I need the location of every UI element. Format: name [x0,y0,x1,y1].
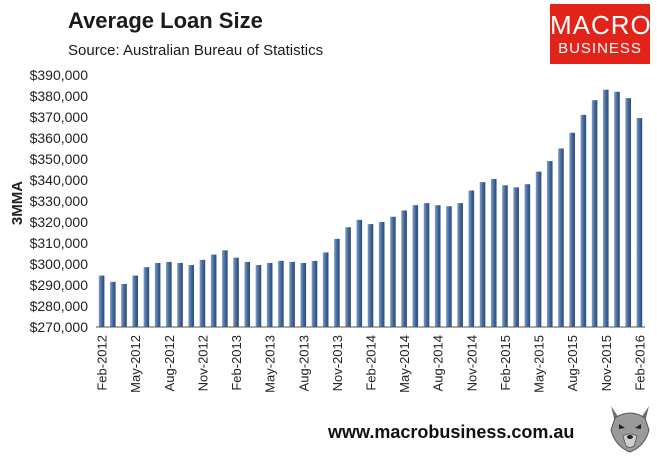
y-tick-label: $340,000 [30,172,89,188]
x-tick-label: Feb-2012 [95,335,110,391]
bar-Dec-2014 [479,182,486,327]
y-tick-label: $330,000 [30,193,89,209]
y-tick-label: $300,000 [30,256,89,272]
x-tick-label: May-2013 [263,335,278,393]
x-tick-label: Feb-2016 [632,335,647,391]
bar-May-2014 [401,210,407,327]
bar-Jan-2014 [356,219,363,327]
x-tick-label: May-2015 [532,335,547,393]
bar-Apr-2013 [255,265,262,327]
y-tick-label: $290,000 [30,277,89,293]
bar-Apr-2012 [121,283,127,327]
x-axis: Feb-2012 May-2012 Aug-2012 Nov-2012 Feb-2013… [95,335,648,393]
bar-Apr-2015 [524,184,531,327]
bar-Dec-2015 [614,91,620,327]
macrobusiness-logo: MACRO BUSINESS [550,4,652,64]
x-tick-label: May-2012 [128,335,143,393]
bar-Mar-2012 [110,281,116,327]
chart-title: Average Loan Size [68,8,263,33]
bar-Sep-2012 [177,262,183,327]
bar-May-2013 [266,262,273,327]
bar-Mar-2014 [378,222,385,327]
x-tick-label: Nov-2013 [330,335,345,391]
bar-Nov-2012 [199,259,206,327]
x-tick-label: Nov-2014 [464,335,479,391]
wolf-mascot-icon [610,406,650,453]
x-tick-label: Aug-2013 [296,335,311,391]
bar-Jun-2014 [412,205,419,327]
bar-Oct-2015 [591,100,598,327]
bar-Feb-2013 [233,257,239,327]
x-tick-label: Aug-2014 [431,335,446,391]
bar-Jan-2013 [222,250,228,327]
bar-May-2012 [132,275,139,327]
bar-Jun-2013 [278,260,284,327]
bar-Jul-2014 [423,203,430,327]
bar-Dec-2013 [345,227,351,327]
footer-url[interactable]: www.macrobusiness.com.au [328,422,575,442]
bar-Aug-2014 [434,205,441,327]
bar-Oct-2013 [322,252,329,327]
x-tick-label: Feb-2014 [364,335,379,391]
logo-line-2: BUSINESS [558,40,642,57]
bar-Jul-2015 [558,148,564,327]
x-tick-label: Feb-2015 [498,335,513,391]
y-tick-label: $380,000 [30,88,89,104]
bar-Oct-2014 [457,203,463,327]
bars [98,89,643,328]
bar-Sep-2013 [311,260,318,327]
bar-Jan-2016 [625,98,631,327]
bar-Sep-2014 [446,206,452,327]
bar-Feb-2014 [367,224,374,327]
bar-Dec-2012 [210,254,217,327]
x-tick-label: May-2014 [397,335,412,393]
y-tick-label: $320,000 [30,214,89,230]
y-tick-label: $370,000 [30,109,89,125]
bar-Mar-2015 [513,187,519,327]
bar-Jul-2012 [154,262,161,327]
x-tick-label: Nov-2012 [195,335,210,391]
bar-Jun-2012 [143,267,150,327]
bar-Nov-2015 [602,89,609,327]
bar-Jul-2013 [289,261,295,327]
y-axis-label: 3MMA [9,181,26,225]
x-tick-label: Aug-2012 [162,335,177,391]
x-tick-label: Feb-2013 [229,335,244,391]
y-tick-label: $390,000 [30,67,89,83]
bar-Sep-2015 [580,114,587,328]
bar-Apr-2014 [390,216,396,327]
y-tick-label: $360,000 [30,130,89,146]
bar-Aug-2015 [569,132,575,327]
y-tick-label: $310,000 [30,235,89,251]
bar-Aug-2013 [300,262,307,327]
x-tick-label: Nov-2015 [599,335,614,391]
logo-line-1: MACRO [550,10,652,40]
y-tick-label: $280,000 [30,298,89,314]
y-tick-label: $350,000 [30,151,89,167]
bar-Jun-2015 [546,161,553,327]
bar-Aug-2012 [166,261,172,327]
bar-May-2015 [535,171,542,327]
bar-Feb-2016 [636,118,643,327]
y-tick-label: $270,000 [30,319,89,335]
bar-Nov-2014 [468,190,475,327]
bar-Jan-2015 [490,178,497,327]
y-axis: $270,000 $280,000 $290,000 $300,000 $310,000… [30,67,89,335]
x-tick-label: Aug-2015 [565,335,580,391]
bar-Nov-2013 [334,238,340,327]
bar-Mar-2013 [244,261,251,327]
bar-Feb-2012 [98,275,105,327]
bar-chart: $270,000 $280,000 $290,000 $300,000 $310,000… [9,67,648,393]
chart-source: Source: Australian Bureau of Statistics [68,42,324,59]
bar-Feb-2015 [502,185,508,327]
bar-Oct-2012 [188,265,195,327]
